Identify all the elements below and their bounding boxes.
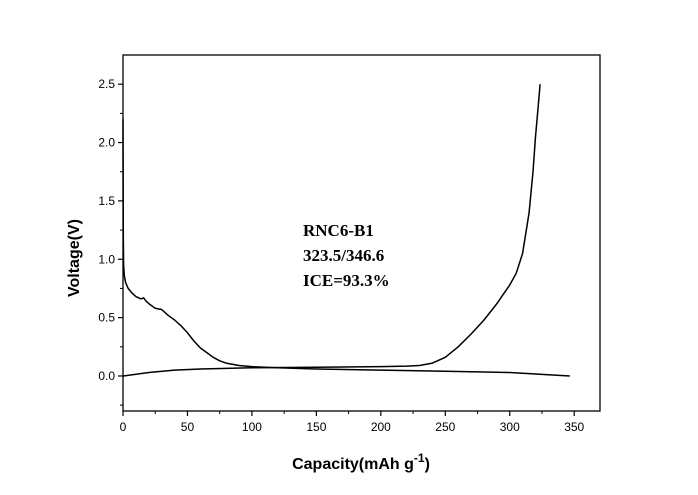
x-tick-label: 300 — [500, 420, 520, 434]
x-axis-title-close: ) — [425, 456, 430, 473]
x-tick-label: 250 — [435, 420, 455, 434]
x-tick-label: 0 — [120, 420, 127, 434]
y-tick-label: 1.0 — [98, 252, 115, 266]
x-tick-label: 350 — [564, 420, 584, 434]
x-tick-label: 150 — [306, 420, 326, 434]
y-tick-label: 1.5 — [98, 194, 115, 208]
charge-curve — [122, 84, 541, 377]
y-tick-label: 2.0 — [98, 136, 115, 150]
y-tick-label: 0.0 — [98, 369, 115, 383]
annotation-sample-name: RNC6-B1 — [303, 221, 374, 240]
x-axis-title-superscript: -1 — [414, 451, 425, 465]
annotation-capacity-ratio: 323.5/346.6 — [303, 246, 384, 265]
x-axis-title-main: Capacity(mAh g — [292, 456, 414, 473]
y-axis-title: Voltage(V) — [66, 219, 83, 297]
y-tick-label: 2.5 — [98, 77, 115, 91]
x-axis-title: Capacity(mAh g-1) — [292, 451, 430, 473]
y-tick-label: 0.5 — [98, 311, 115, 325]
x-tick-label: 50 — [181, 420, 195, 434]
annotation-ice: ICE=93.3% — [303, 271, 390, 290]
x-tick-label: 200 — [371, 420, 391, 434]
x-tick-label: 100 — [242, 420, 262, 434]
